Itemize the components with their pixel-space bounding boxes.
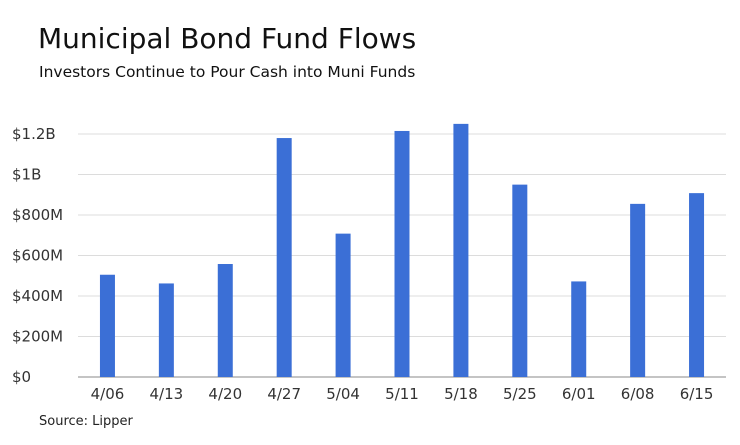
x-tick-label: 6/15	[680, 385, 714, 403]
chart-subtitle: Investors Continue to Pour Cash into Mun…	[39, 63, 416, 81]
chart-title: Municipal Bond Fund Flows	[38, 22, 417, 55]
bar	[158, 283, 174, 377]
bar	[394, 130, 410, 377]
x-tick-label: 4/27	[267, 385, 301, 403]
bar	[217, 264, 233, 377]
x-tick-label: 4/06	[91, 385, 125, 403]
x-tick-label: 6/08	[621, 385, 655, 403]
bar	[99, 274, 115, 377]
x-tick-label: 4/13	[150, 385, 184, 403]
y-tick-label: $400M	[12, 287, 63, 305]
y-tick-label: $1.2B	[12, 125, 56, 143]
y-tick-label: $200M	[12, 328, 63, 346]
bar	[571, 281, 587, 377]
y-tick-label: $600M	[12, 247, 63, 265]
x-tick-label: 5/25	[503, 385, 537, 403]
bar	[630, 203, 646, 377]
x-tick-label: 4/20	[208, 385, 242, 403]
chart-source: Source: Lipper	[39, 414, 133, 429]
y-tick-label: $800M	[12, 206, 63, 224]
bar	[276, 138, 292, 377]
bar	[453, 123, 469, 377]
x-tick-label: 5/11	[385, 385, 419, 403]
y-tick-label: $0	[12, 368, 31, 386]
bar	[689, 193, 705, 377]
x-tick-label: 5/18	[444, 385, 478, 403]
x-tick-label: 6/01	[562, 385, 596, 403]
x-tick-label: 5/04	[326, 385, 360, 403]
bar	[335, 233, 351, 377]
y-tick-label: $1B	[12, 166, 41, 184]
bar	[512, 184, 528, 377]
